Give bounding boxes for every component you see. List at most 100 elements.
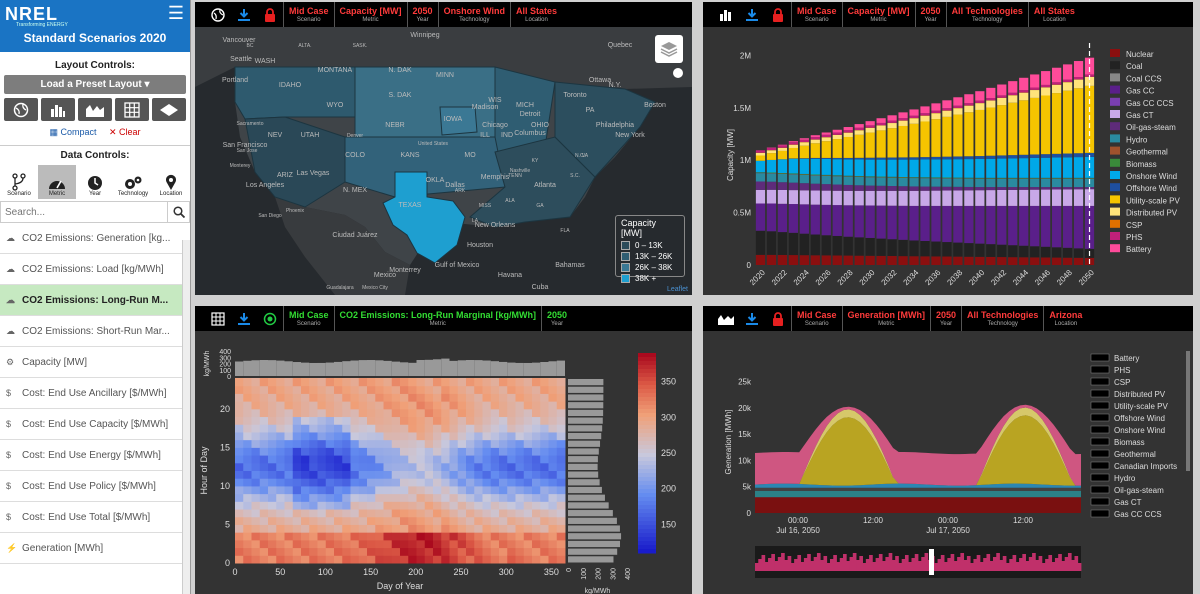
heatmap-cell	[358, 462, 368, 471]
compact-button[interactable]: ▦ Compact	[49, 127, 97, 137]
heatmap-cell	[243, 547, 252, 556]
metric-item[interactable]: $ Cost: End Use Total [$/MWh]	[0, 502, 190, 533]
scenario-selector[interactable]: Mid Case Scenario	[283, 306, 334, 331]
heatmap-cell	[548, 532, 558, 541]
clear-button[interactable]: ✕ Clear	[108, 127, 141, 137]
metric-selector[interactable]: Capacity [MW] Metric	[841, 2, 915, 27]
sidebar-scrollbar[interactable]	[182, 240, 190, 594]
map-place-label: Memphis	[481, 174, 510, 181]
heatmap-cell	[449, 539, 459, 549]
heatmap-cell	[350, 532, 360, 541]
metric-item[interactable]: ⚡ Generation [MWh]	[0, 533, 190, 564]
hamburger-menu-icon[interactable]: ☰	[167, 3, 184, 23]
heatmap-cell	[400, 547, 409, 556]
add-bar-chart-button[interactable]	[41, 98, 75, 121]
scenario-selector[interactable]: Mid Case Scenario	[791, 2, 842, 27]
heatmap-cell	[515, 401, 525, 410]
colorbar-segment	[638, 449, 656, 454]
range-slider-spark	[1009, 559, 1013, 571]
heatmap-view-button[interactable]	[205, 306, 231, 331]
range-slider-spark	[764, 562, 769, 571]
map-view-button[interactable]	[205, 2, 231, 27]
technology-selector[interactable]: All Technologies Technology	[961, 306, 1043, 331]
add-map-button[interactable]	[4, 98, 38, 121]
tab-location[interactable]: Location	[152, 165, 190, 199]
heatmap-cell	[449, 493, 459, 502]
search-input[interactable]	[1, 202, 167, 222]
lock-button[interactable]	[765, 2, 791, 27]
metric-item[interactable]: ⚙ Capacity [MW]	[0, 347, 190, 378]
metric-selector[interactable]: CO2 Emissions: Long-Run Marginal [kg/MWh…	[333, 306, 542, 331]
add-layer-button[interactable]	[152, 98, 186, 121]
lock-button[interactable]	[257, 2, 283, 27]
metric-item[interactable]: ☁ CO2 Emissions: Generation [kg...	[0, 223, 190, 254]
heatmap-cell	[523, 501, 533, 510]
tab-metric[interactable]: Metric	[38, 165, 76, 199]
year-label: Year	[550, 321, 564, 327]
location-selector[interactable]: Arizona Location	[1043, 306, 1087, 331]
legend-label: Battery	[1114, 354, 1139, 363]
legend-swatch	[1090, 449, 1110, 458]
download-button[interactable]	[739, 2, 765, 27]
metric-item[interactable]: ☁ CO2 Emissions: Short-Run Mar...	[0, 316, 190, 347]
metric-selector[interactable]: Capacity [MW] Metric	[333, 2, 407, 27]
layers-control[interactable]	[655, 35, 683, 63]
heatmap-cell	[367, 393, 376, 402]
scenario-selector[interactable]: Mid Case Scenario	[791, 306, 842, 331]
heatmap-cell	[259, 509, 269, 518]
bar-segment	[1052, 177, 1062, 179]
metric-item[interactable]: $ Cost: End Use Ancillary [$/MWh]	[0, 378, 190, 409]
metric-item[interactable]: $ Cost: End Use Energy [$/MWh]	[0, 440, 190, 471]
technology-selector[interactable]: Onshore Wind Technology	[437, 2, 510, 27]
heatmap-cell	[367, 462, 376, 471]
metric-item-selected[interactable]: ☁ CO2 Emissions: Long-Run M...	[0, 285, 190, 316]
bar-segment	[986, 107, 996, 156]
map-place-label: MICH	[516, 102, 534, 109]
add-area-chart-button[interactable]	[78, 98, 112, 121]
lock-button[interactable]	[765, 306, 791, 331]
heatmap-cell	[441, 393, 450, 402]
area-chart-view-button[interactable]	[713, 306, 739, 331]
location-selector[interactable]: All States Location	[509, 2, 562, 27]
leaflet-attribution[interactable]: Leaflet	[666, 286, 688, 293]
bar-segment	[832, 139, 842, 158]
heatmap-cell	[408, 516, 417, 525]
map-place-label: Mexico City	[362, 285, 388, 291]
record-button[interactable]	[257, 306, 283, 331]
bar-chart-view-button[interactable]	[713, 2, 739, 27]
download-button[interactable]	[231, 2, 257, 27]
location-selector[interactable]: All States Location	[1027, 2, 1080, 27]
download-button[interactable]	[739, 306, 765, 331]
heatmap-cell	[408, 501, 417, 510]
metric-item[interactable]: $ Cost: End Use Policy [$/MWh]	[0, 471, 190, 502]
bar-segment	[1019, 257, 1029, 265]
heatmap-cell	[474, 401, 483, 410]
metric-selector[interactable]: Generation [MWh] Metric	[841, 306, 931, 331]
load-preset-layout-button[interactable]: Load a Preset Layout ▾	[4, 75, 186, 94]
tab-scenario[interactable]: Scenario	[0, 165, 38, 199]
tab-year[interactable]: Year	[76, 165, 114, 199]
year-selector[interactable]: 2050 Year	[914, 2, 946, 27]
y-tick-label: 0.5M	[733, 209, 751, 218]
bar-segment	[755, 181, 766, 190]
year-selector[interactable]: 2050 Year	[406, 2, 438, 27]
year-selector[interactable]: 2050 Year	[930, 306, 961, 331]
technology-selector[interactable]: All Technologies Technology	[945, 2, 1028, 27]
scenario-selector[interactable]: Mid Case Scenario	[283, 2, 334, 27]
metric-item[interactable]: ☁ CO2 Emissions: Load [kg/MWh]	[0, 254, 190, 285]
metric-item[interactable]: $ Cost: End Use Capacity [$/MWh]	[0, 409, 190, 440]
heatmap-cell	[383, 539, 393, 549]
add-table-button[interactable]	[115, 98, 149, 121]
right-tick-label: 300	[610, 568, 617, 580]
year-selector[interactable]: 2050 Year	[541, 306, 572, 331]
legend-label: 13K – 26K	[635, 252, 673, 261]
search-button[interactable]	[167, 202, 189, 222]
download-button[interactable]	[231, 306, 257, 331]
map-toggle[interactable]	[673, 68, 683, 78]
heatmap-cell	[251, 424, 261, 433]
tab-technology[interactable]: Technology	[114, 165, 152, 199]
